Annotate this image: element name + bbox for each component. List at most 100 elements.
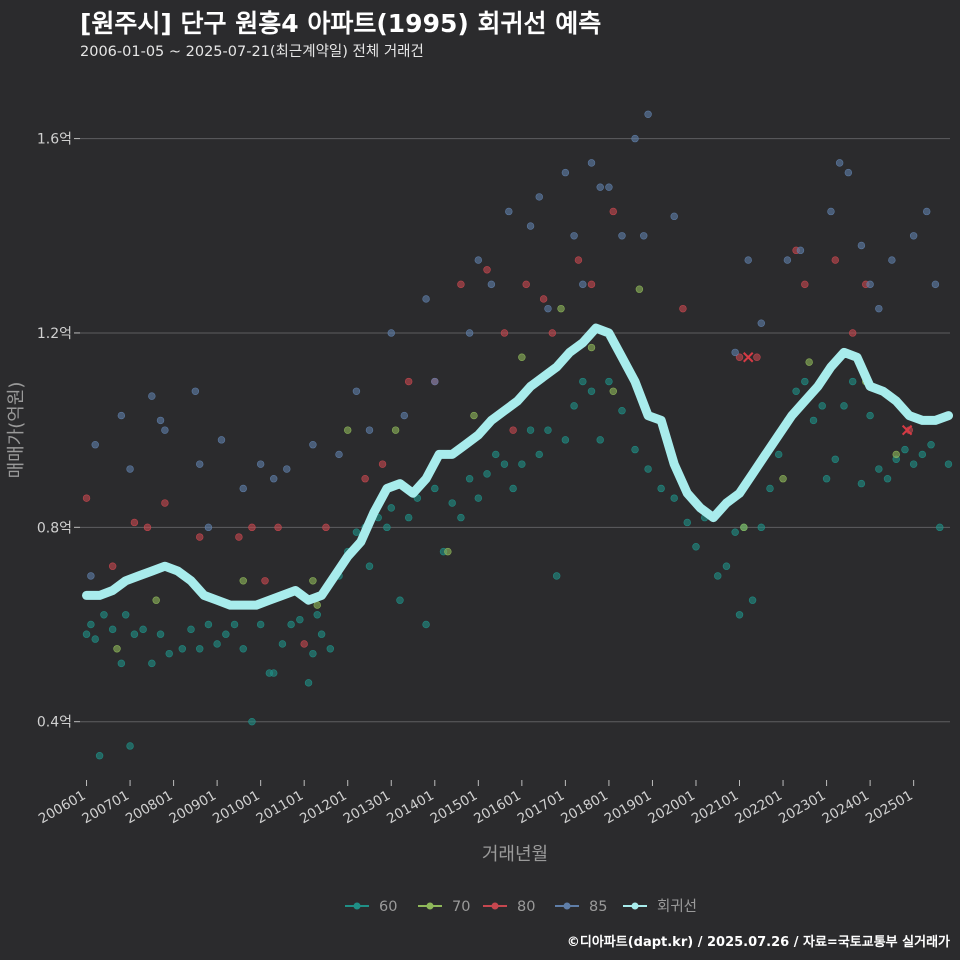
data-points — [82, 110, 953, 760]
data-point-85 — [587, 159, 596, 167]
x-tick-label: 200601 — [36, 788, 89, 828]
highlight-x-marker — [743, 352, 754, 363]
y-tick-label: 1.2억 — [37, 326, 72, 342]
data-point-60 — [544, 426, 552, 434]
y-tick-label: 1.6억 — [37, 132, 72, 148]
x-tick-label: 202001 — [645, 788, 698, 828]
data-point-70 — [587, 343, 596, 352]
data-point-60 — [526, 426, 535, 434]
data-point-85 — [156, 416, 165, 425]
data-point-60 — [857, 479, 866, 488]
data-point-85 — [757, 319, 765, 327]
data-point-70 — [609, 387, 617, 395]
data-point-60 — [256, 620, 265, 629]
data-point-85 — [670, 212, 678, 221]
data-point-60 — [108, 625, 117, 634]
data-point-70 — [391, 426, 400, 434]
data-point-60 — [552, 572, 561, 580]
data-point-60 — [317, 630, 326, 638]
regression-line-group — [82, 323, 953, 610]
data-point-85 — [256, 460, 265, 468]
highlight-markers — [743, 352, 913, 436]
data-point-85 — [923, 207, 931, 216]
data-point-80 — [587, 280, 596, 289]
data-point-60 — [483, 470, 491, 478]
data-point-70 — [892, 450, 900, 459]
data-point-70 — [470, 411, 478, 420]
data-point-70 — [313, 601, 321, 609]
data-point-60 — [774, 450, 783, 459]
data-point-60 — [587, 387, 596, 395]
data-point-60 — [365, 562, 374, 570]
data-point-80 — [130, 518, 139, 527]
data-point-85 — [422, 295, 430, 303]
data-point-70 — [309, 577, 317, 585]
data-point-60 — [387, 504, 395, 512]
data-point-85 — [544, 304, 552, 313]
data-point-85 — [535, 193, 543, 201]
legend-swatch — [353, 902, 361, 910]
chart-subtitle: 2006-01-05 ~ 2025-07-21(최근계약일) 전체 거래건 — [80, 44, 424, 60]
data-point-85 — [888, 256, 896, 264]
data-point-60 — [936, 523, 944, 532]
data-point-60 — [683, 518, 691, 527]
data-point-85 — [835, 159, 844, 167]
data-point-70 — [152, 596, 160, 604]
data-point-85 — [631, 134, 639, 143]
data-point-60 — [117, 659, 126, 668]
data-point-60 — [918, 450, 927, 459]
x-tick-label: 201801 — [558, 788, 611, 828]
data-point-60 — [535, 450, 543, 459]
data-point-85 — [505, 207, 513, 216]
legend-label: 70 — [452, 899, 470, 915]
data-point-60 — [792, 387, 800, 395]
data-point-60 — [270, 669, 278, 677]
data-point-60 — [165, 649, 173, 658]
data-point-85 — [644, 110, 652, 118]
x-tick-label: 201901 — [602, 788, 655, 828]
data-point-70 — [557, 304, 565, 313]
data-point-85 — [161, 426, 169, 434]
data-point-80 — [574, 256, 583, 264]
data-point-85 — [270, 475, 278, 483]
data-point-85 — [526, 222, 535, 230]
data-point-85 — [744, 256, 752, 264]
data-point-70 — [239, 577, 247, 585]
data-point-60 — [618, 407, 626, 415]
data-point-60 — [91, 635, 99, 643]
data-point-60 — [383, 523, 391, 532]
data-point-80 — [753, 353, 761, 361]
data-point-85 — [335, 450, 343, 459]
data-point-85 — [605, 183, 613, 191]
data-point-85 — [431, 377, 439, 386]
data-point-60 — [822, 475, 831, 483]
x-tick-label: 201001 — [210, 788, 263, 828]
x-tick-label: 200801 — [123, 788, 176, 828]
data-point-60 — [213, 640, 221, 648]
data-point-85 — [148, 392, 156, 400]
data-point-85 — [570, 232, 578, 240]
data-point-60 — [296, 615, 304, 624]
data-point-85 — [239, 484, 247, 493]
data-point-85 — [400, 411, 409, 420]
x-axis-label: 거래년월 — [482, 844, 548, 865]
x-tick-label: 201701 — [515, 788, 568, 828]
data-point-85 — [731, 348, 739, 357]
data-point-80 — [522, 280, 530, 289]
data-point-85 — [126, 465, 134, 473]
y-axis-label: 매매가(억원) — [6, 382, 27, 479]
data-point-85 — [117, 411, 126, 420]
data-point-60 — [126, 742, 134, 750]
data-point-85 — [783, 256, 792, 264]
legend-swatch — [563, 902, 571, 910]
data-point-60 — [239, 645, 247, 653]
x-tick-label: 201201 — [297, 788, 350, 828]
data-point-85 — [844, 168, 853, 177]
data-point-60 — [670, 494, 678, 502]
grid-lines — [80, 138, 950, 723]
data-point-80 — [500, 329, 509, 337]
x-tick-label: 202101 — [689, 788, 742, 828]
data-point-60 — [465, 475, 474, 483]
data-point-85 — [191, 387, 200, 395]
highlight-x-marker — [901, 424, 913, 436]
